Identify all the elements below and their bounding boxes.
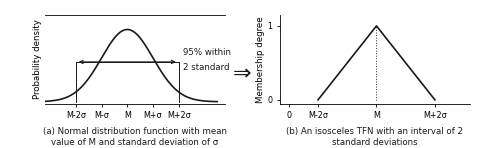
Text: 95% within: 95% within <box>182 48 230 57</box>
Text: ⇒: ⇒ <box>233 63 252 83</box>
Text: (a) Normal distribution function with mean
value of M and standard deviation of : (a) Normal distribution function with me… <box>43 127 227 147</box>
Text: 2 standard: 2 standard <box>182 63 229 72</box>
Y-axis label: Membership degree: Membership degree <box>256 16 264 103</box>
Text: (b) An isosceles TFN with an interval of 2
standard deviations: (b) An isosceles TFN with an interval of… <box>286 127 464 147</box>
Y-axis label: Probability density: Probability density <box>33 19 42 99</box>
